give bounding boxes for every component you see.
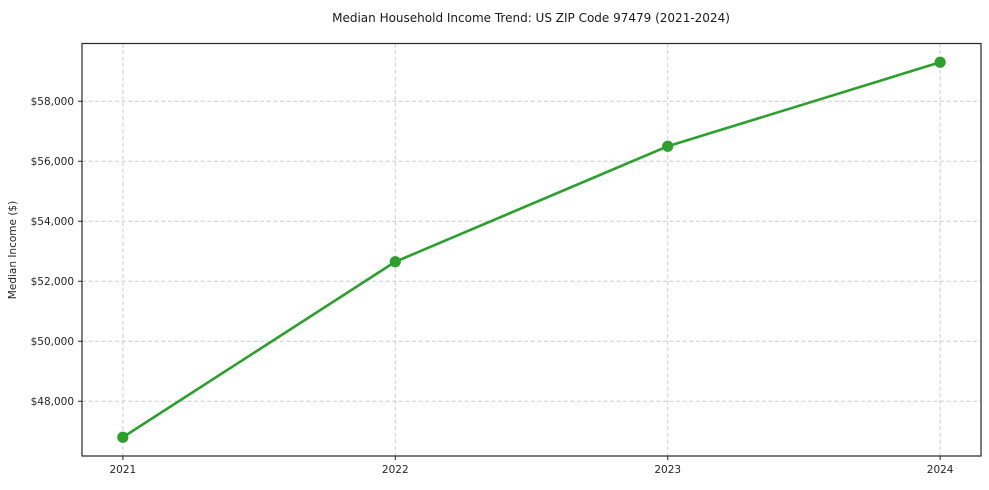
y-axis-label: Median Income ($) bbox=[7, 201, 19, 299]
y-tick-label: $50,000 bbox=[31, 336, 74, 348]
y-tick-label: $52,000 bbox=[31, 276, 74, 288]
data-point-2021 bbox=[117, 431, 129, 443]
y-tick-label: $48,000 bbox=[31, 396, 74, 408]
y-tick-label: $54,000 bbox=[31, 216, 74, 228]
y-tick-label: $58,000 bbox=[31, 96, 74, 108]
x-tick-label: 2022 bbox=[382, 464, 409, 476]
x-tick-label: 2023 bbox=[654, 464, 681, 476]
plot-border bbox=[81, 42, 982, 457]
data-point-2023 bbox=[662, 140, 674, 152]
data-point-2022 bbox=[389, 256, 401, 268]
y-tick-label: $56,000 bbox=[31, 156, 74, 168]
trend-line bbox=[121, 60, 942, 439]
x-tick-label: 2024 bbox=[927, 464, 954, 476]
plot-area: $48,000 $50,000 $52,000 $54,000 $56,000 $58,0… bbox=[31, 42, 982, 476]
data-point-2024 bbox=[934, 56, 946, 68]
chart-title: Median Household Income Trend: US ZIP Co… bbox=[332, 11, 730, 25]
x-tick-label: 2021 bbox=[109, 464, 136, 476]
